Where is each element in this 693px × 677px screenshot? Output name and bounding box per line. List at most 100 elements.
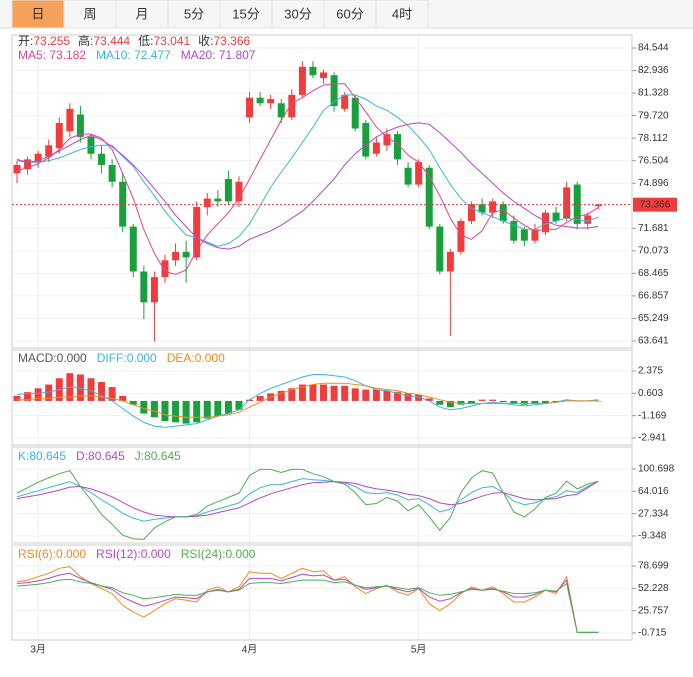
macd-bar <box>520 400 528 405</box>
y-tick-label: -0.715 <box>638 628 667 639</box>
candle-body <box>584 215 592 224</box>
tab-label[interactable]: 月 <box>135 6 148 21</box>
macd-bar <box>425 398 433 401</box>
macd-bar <box>214 400 222 417</box>
macd-bar <box>119 395 127 401</box>
x-tick-label: 5月 <box>411 644 427 656</box>
indicator-line <box>16 83 599 275</box>
candle-body <box>542 212 549 233</box>
candle-body <box>563 187 571 219</box>
tab-label[interactable]: 30分 <box>284 6 311 21</box>
macd-bar <box>436 400 444 405</box>
candle-body <box>129 226 137 272</box>
tab-label[interactable]: 4时 <box>392 6 412 21</box>
candle-body <box>203 198 211 208</box>
candle-body <box>256 97 264 104</box>
tab[interactable] <box>375 0 429 29</box>
macd-bar <box>288 388 296 401</box>
legend-entry: RSI(6):0.000 <box>18 547 86 561</box>
y-tick-label: -1.169 <box>638 410 667 421</box>
legend-entry: K:80.645 <box>18 449 66 463</box>
candle-body <box>489 201 497 213</box>
y-tick-label: 78.112 <box>638 133 668 144</box>
tab[interactable] <box>11 0 65 29</box>
candle-body <box>425 167 433 227</box>
candle-body <box>108 164 116 182</box>
tab-label[interactable]: 5分 <box>184 6 204 21</box>
y-tick-label: 70.073 <box>638 245 669 256</box>
candle-body <box>415 162 423 185</box>
indicator-line <box>16 572 599 633</box>
candle-body <box>362 122 370 157</box>
candle-body <box>436 226 444 272</box>
candle-body <box>351 97 359 129</box>
candle-body <box>235 181 243 202</box>
candle-body <box>45 145 53 157</box>
header-label: 收: <box>198 34 213 48</box>
macd-bar <box>531 400 539 404</box>
candle-body <box>193 207 201 258</box>
legend-entry: RSI(24):0.000 <box>181 547 256 561</box>
legend-entry: D:80.645 <box>76 449 125 463</box>
tab-label[interactable]: 15分 <box>232 6 259 21</box>
macd-bar <box>76 374 84 401</box>
candle-body <box>457 221 465 252</box>
y-tick-label: 65.249 <box>638 313 669 324</box>
panel-frame <box>11 544 633 641</box>
macd-bar <box>87 378 95 401</box>
macd-bar <box>108 387 116 401</box>
macd-bar <box>182 400 190 424</box>
macd-bar <box>542 400 549 404</box>
candle-body <box>383 134 391 146</box>
candle-body <box>24 159 32 170</box>
indicator-line <box>16 94 599 247</box>
legend-entry: MA5: 73.182 <box>18 48 86 62</box>
macd-bar <box>161 400 169 422</box>
tab-label[interactable]: 60分 <box>336 6 363 21</box>
candle-body <box>34 153 42 163</box>
y-tick-label: 2.375 <box>638 366 663 377</box>
y-tick-label: -9.348 <box>638 531 667 542</box>
candle-body <box>277 103 285 118</box>
candle-body <box>161 260 169 278</box>
macd-bar <box>415 394 423 401</box>
macd-bar <box>446 400 454 408</box>
candle-body <box>446 251 454 272</box>
macd-bar <box>478 399 486 401</box>
tab-label[interactable]: 日 <box>31 6 44 21</box>
last-price-tag <box>633 197 677 212</box>
candle-body <box>267 99 275 104</box>
macd-bar <box>150 400 158 418</box>
macd-bar <box>34 388 42 401</box>
macd-bar <box>372 389 380 401</box>
indicator-line <box>16 478 599 522</box>
macd-bar <box>24 392 32 401</box>
candle-body <box>224 178 232 202</box>
candle-body <box>552 212 560 222</box>
candle-body <box>478 204 486 213</box>
y-tick-label: 78.699 <box>638 561 669 572</box>
last-price-label: 73.366 <box>640 199 671 210</box>
y-tick-label: 27.334 <box>638 508 669 519</box>
legend-entry: MA10: 72.477 <box>96 48 171 62</box>
candle-body <box>372 142 380 154</box>
macd-bar <box>309 384 317 401</box>
y-tick-label: 64.016 <box>638 486 669 497</box>
header-value: 73.444 <box>93 34 130 48</box>
y-tick-label: 82.936 <box>638 65 669 76</box>
y-tick-label: 25.757 <box>638 605 669 616</box>
candle-body <box>140 271 148 303</box>
macd-bar <box>140 400 148 414</box>
macd-bar <box>404 393 412 401</box>
macd-bar <box>330 385 338 401</box>
tab-label[interactable]: 周 <box>83 6 96 21</box>
legend-entry: MA20: 71.807 <box>181 48 256 62</box>
candle-body <box>404 167 412 185</box>
y-tick-label: 63.641 <box>638 336 669 347</box>
y-tick-label: 52.228 <box>638 583 669 594</box>
y-tick-label: 66.857 <box>638 291 669 302</box>
header-value: 73.255 <box>33 34 70 48</box>
candle-body <box>246 97 254 118</box>
macd-bar <box>394 392 402 401</box>
